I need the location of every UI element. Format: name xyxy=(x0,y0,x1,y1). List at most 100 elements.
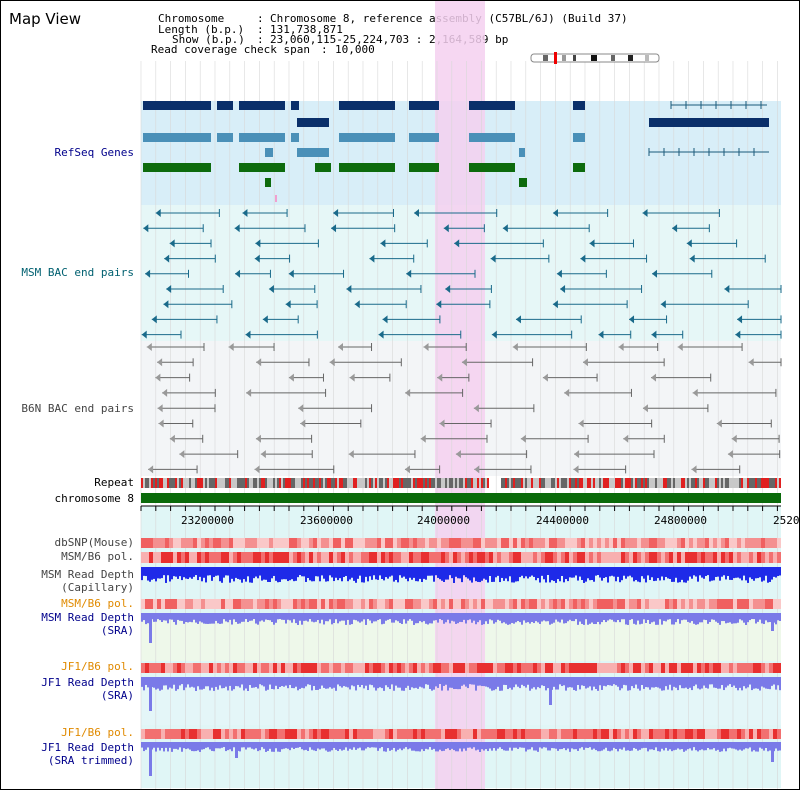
polymorphism-strip xyxy=(485,729,489,739)
depth-bar xyxy=(729,742,731,748)
depth-bar xyxy=(311,742,313,750)
repeat-mark xyxy=(317,478,319,488)
polymorphism-strip xyxy=(457,599,461,609)
polymorphism-strip xyxy=(437,552,441,563)
polymorphism-strip xyxy=(165,552,169,563)
span-value: 10,000 xyxy=(335,43,375,56)
depth-bar xyxy=(411,677,413,688)
depth-bar xyxy=(563,613,565,624)
depth-bar xyxy=(343,613,345,621)
polymorphism-strip xyxy=(141,538,145,548)
repeat-mark xyxy=(645,478,647,488)
depth-bar xyxy=(455,677,457,689)
polymorphism-strip xyxy=(437,663,441,673)
depth-bar xyxy=(167,613,169,624)
repeat-mark xyxy=(271,478,273,488)
b6n-bac-end xyxy=(420,434,426,443)
depth-bar xyxy=(327,742,329,752)
repeat-mark xyxy=(397,478,399,488)
depth-bar xyxy=(377,567,379,580)
depth-bar xyxy=(651,677,653,688)
track-label-msm-depth-capillary[interactable]: MSM Read Depth xyxy=(41,568,134,581)
polymorphism-strip xyxy=(449,552,453,563)
track-label-jf1-depth-sra[interactable]: JF1 Read Depth xyxy=(41,676,134,689)
track-label-msm-bac[interactable]: MSM BAC end pairs xyxy=(21,266,134,279)
polymorphism-strip xyxy=(621,729,625,739)
polymorphism-strip xyxy=(569,552,573,563)
depth-bar xyxy=(619,567,621,583)
polymorphism-strip xyxy=(441,552,445,563)
repeat-mark xyxy=(695,478,697,488)
polymorphism-strip xyxy=(669,729,673,739)
depth-bar xyxy=(589,567,591,581)
polymorphism-strip xyxy=(269,538,273,548)
depth-bar xyxy=(683,742,685,752)
polymorphism-strip xyxy=(769,552,773,563)
repeat-mark xyxy=(241,478,243,488)
depth-bar xyxy=(181,742,183,752)
depth-bar xyxy=(699,677,701,690)
depth-bar xyxy=(735,677,737,688)
track-label-msm-b6-pol[interactable]: MSM/B6 pol. xyxy=(61,550,134,563)
depth-bar xyxy=(405,742,407,748)
depth-bar xyxy=(215,567,217,576)
b6n-bac-end xyxy=(148,465,154,474)
polymorphism-strip xyxy=(309,552,313,563)
track-label-jf1-b6-pol-trim[interactable]: JF1/B6 pol. xyxy=(61,726,134,739)
repeat-mark xyxy=(295,478,297,488)
track-label-jf1-b6-pol[interactable]: JF1/B6 pol. xyxy=(61,660,134,673)
track-label-refseq[interactable]: RefSeq Genes xyxy=(54,146,134,159)
polymorphism-strip xyxy=(661,729,665,739)
polymorphism-strip xyxy=(641,538,645,548)
polymorphism-strip xyxy=(205,729,209,739)
polymorphism-strip xyxy=(185,663,189,673)
depth-bar xyxy=(165,567,167,583)
depth-bar xyxy=(545,742,547,748)
polymorphism-strip xyxy=(205,663,209,673)
polymorphism-strip xyxy=(221,729,225,739)
depth-bar xyxy=(433,742,435,749)
track-label-b6n-bac[interactable]: B6N BAC end pairs xyxy=(21,402,134,415)
polymorphism-strip xyxy=(545,552,549,563)
b6n-bac-end xyxy=(255,434,261,443)
polymorphism-strip xyxy=(301,538,305,548)
depth-bar xyxy=(559,613,561,623)
track-label-msm-depth-sra[interactable]: MSM Read Depth xyxy=(41,611,134,624)
depth-bar xyxy=(317,742,319,749)
depth-bar xyxy=(201,613,203,623)
depth-bar xyxy=(361,613,363,622)
track-label-msm-b6-pol-sra[interactable]: MSM/B6 pol. xyxy=(61,597,134,610)
polymorphism-strip xyxy=(565,663,569,673)
depth-bar xyxy=(521,613,523,625)
track-label-jf1-depth-trim[interactable]: JF1 Read Depth xyxy=(41,741,134,754)
repeat-mark xyxy=(473,478,475,488)
depth-bar xyxy=(179,742,181,748)
polymorphism-strip xyxy=(365,663,369,673)
polymorphism-strip xyxy=(649,663,653,673)
depth-bar xyxy=(305,742,307,750)
depth-bar xyxy=(775,742,777,749)
track-label-chromosome[interactable]: chromosome 8 xyxy=(54,492,134,505)
depth-bar xyxy=(501,742,503,749)
track-label-dbsnp[interactable]: dbSNP(Mouse) xyxy=(54,536,134,549)
depth-bar xyxy=(249,567,251,583)
depth-bar xyxy=(171,742,173,752)
depth-bar xyxy=(319,613,321,624)
depth-bar xyxy=(769,613,771,623)
depth-bar xyxy=(289,613,291,621)
depth-bar xyxy=(333,613,335,624)
depth-bar xyxy=(447,677,449,691)
depth-bar xyxy=(649,677,651,690)
depth-bar xyxy=(161,567,163,579)
depth-bar xyxy=(153,613,155,622)
polymorphism-strip xyxy=(689,538,693,548)
track-label-repeat[interactable]: Repeat xyxy=(94,476,134,489)
depth-bar xyxy=(631,567,633,578)
repeat-mark xyxy=(651,478,653,488)
polymorphism-strip xyxy=(329,552,333,563)
depth-bar xyxy=(293,742,295,750)
depth-bar xyxy=(285,677,287,686)
polymorphism-strip xyxy=(209,663,213,673)
depth-bar xyxy=(445,567,447,580)
